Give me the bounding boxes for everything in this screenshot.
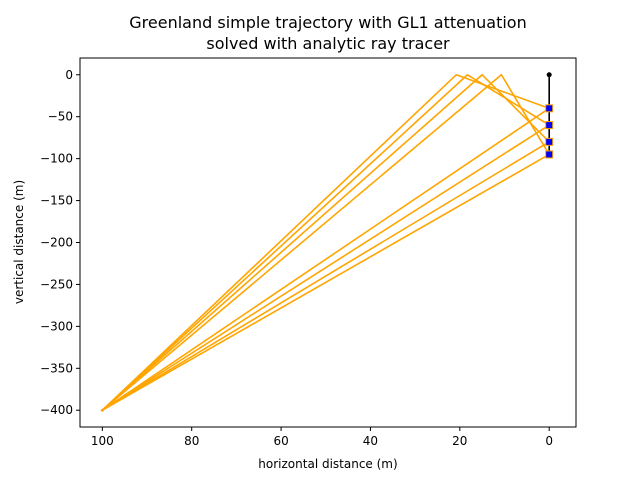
plot-area [100,72,554,412]
y-tick-label: −50 [48,110,73,124]
ray-path-reflected-2 [101,73,550,411]
y-tick-label: −400 [40,403,73,417]
y-tick-label: 0 [65,68,73,82]
ray-path-direct-7 [101,141,550,411]
ray-path-direct-6 [101,124,550,411]
y-tick-label: −150 [40,194,73,208]
x-tick-label: 20 [452,434,467,448]
antenna-marker-3 [545,137,554,146]
y-axis-label: vertical distance (m) [12,180,26,304]
antenna-marker-1 [545,104,554,113]
x-tick-label: 0 [545,434,553,448]
emitter-point [100,408,104,412]
chart-title-line-2: solved with analytic ray tracer [206,34,450,53]
ray-path-direct-8 [101,153,550,411]
ray-path-reflected-3 [101,73,550,411]
string-top-marker [546,72,552,78]
ray-path-direct-5 [101,107,550,411]
y-tick-label: −200 [40,236,73,250]
y-tick-label: −350 [40,361,73,375]
x-axis-label: horizontal distance (m) [258,457,397,471]
ray-path-reflected-4 [101,73,550,411]
axis-ticks: 100 80 60 40 20 0 0 −50 −100 −150 −200 −250 −300 −350… [40,68,553,448]
y-tick-label: −250 [40,277,73,291]
chart-title-line-1: Greenland simple trajectory with GL1 att… [129,13,526,32]
antenna-marker-2 [545,121,554,130]
x-tick-label: 80 [184,434,199,448]
ray-path-reflected-1 [101,73,550,411]
antenna-marker-4 [545,150,554,159]
x-tick-label: 60 [273,434,288,448]
y-tick-label: −100 [40,152,73,166]
x-tick-label: 100 [91,434,114,448]
y-tick-label: −300 [40,319,73,333]
axes-frame [79,57,577,428]
x-tick-label: 40 [363,434,378,448]
